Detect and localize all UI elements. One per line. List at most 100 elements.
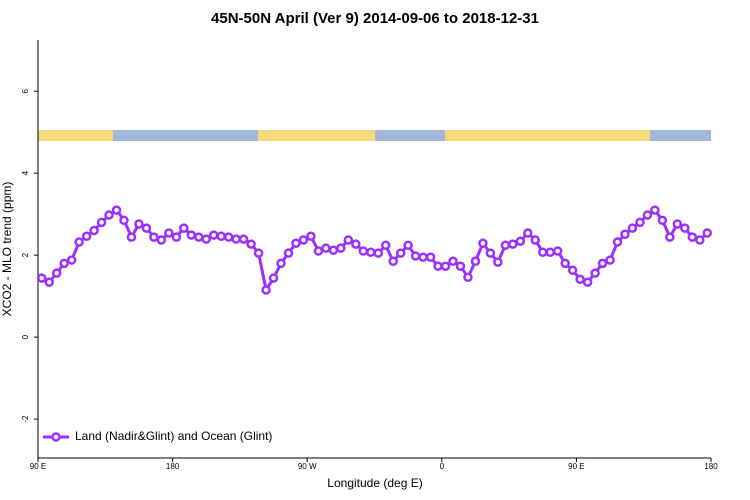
x-axis-label: Longitude (deg E) <box>327 476 422 490</box>
point <box>134 219 144 229</box>
point <box>582 277 593 287</box>
point <box>538 247 548 258</box>
point <box>515 236 526 246</box>
point <box>164 228 174 238</box>
point <box>89 225 99 236</box>
legend-label: Land (Nadir&Glint) and Ocean (Glint) <box>75 429 272 443</box>
x-tick-label: 180 <box>704 462 718 471</box>
point <box>463 272 473 283</box>
point <box>650 205 660 215</box>
point <box>695 235 705 245</box>
point <box>328 245 339 255</box>
point <box>96 217 107 228</box>
point <box>291 238 301 249</box>
point <box>351 239 361 249</box>
point <box>545 247 555 258</box>
point <box>567 265 578 276</box>
point <box>283 248 294 258</box>
chart-title: 45N-50N April (Ver 9) 2014-09-06 to 2018… <box>211 10 539 27</box>
point <box>74 237 84 247</box>
point <box>657 215 668 226</box>
point <box>81 231 92 242</box>
point <box>597 258 608 269</box>
point <box>403 240 413 251</box>
point <box>530 235 541 245</box>
point <box>313 246 324 256</box>
point <box>231 234 241 244</box>
y-tick-label: 0 <box>21 334 30 339</box>
point <box>687 232 698 242</box>
y-tick-label: 2 <box>21 252 30 257</box>
point <box>590 268 600 278</box>
point <box>448 256 458 267</box>
point <box>478 238 488 249</box>
point <box>702 228 713 238</box>
y-tick-label: 6 <box>21 88 30 93</box>
point <box>194 232 204 242</box>
point <box>126 232 137 242</box>
point <box>523 228 533 238</box>
y-axis-label: XCO2 - MLO trend (ppm) <box>0 182 14 317</box>
land-ocean-strip <box>38 130 711 141</box>
point <box>672 219 683 229</box>
point <box>433 261 443 271</box>
point <box>186 230 197 240</box>
point <box>171 232 182 242</box>
point <box>141 223 152 233</box>
point <box>336 243 346 253</box>
point <box>261 285 271 295</box>
point <box>358 246 369 256</box>
point <box>179 223 189 233</box>
point <box>298 235 309 245</box>
point <box>395 248 406 258</box>
point <box>455 261 466 271</box>
point <box>680 223 690 233</box>
point <box>66 255 77 265</box>
point <box>388 256 398 267</box>
point <box>36 273 47 283</box>
point <box>493 257 503 267</box>
point <box>253 248 264 258</box>
point <box>620 229 630 239</box>
point <box>380 240 391 251</box>
point <box>440 261 451 271</box>
point <box>208 230 219 240</box>
point <box>119 215 129 226</box>
point <box>268 273 279 283</box>
y-tick-label: 4 <box>21 170 30 175</box>
point <box>111 205 122 215</box>
point <box>306 231 316 242</box>
point <box>156 235 167 245</box>
point <box>635 217 645 228</box>
point <box>51 268 62 278</box>
point <box>508 239 518 249</box>
y-tick-label: -2 <box>21 415 30 423</box>
point <box>44 277 54 287</box>
point <box>485 248 496 258</box>
point <box>418 252 428 262</box>
x-tick-label: 90 E <box>568 462 584 471</box>
point <box>343 235 354 245</box>
x-tick-label: 90 E <box>30 462 46 471</box>
legend-marker <box>51 432 61 442</box>
point <box>500 240 511 251</box>
point <box>216 231 226 242</box>
point <box>59 258 69 269</box>
point <box>627 223 638 233</box>
point <box>470 256 481 267</box>
point <box>552 246 563 256</box>
point <box>276 258 286 269</box>
point <box>410 251 421 261</box>
x-tick-label: 0 <box>440 462 445 471</box>
point <box>149 232 159 242</box>
point <box>642 210 653 220</box>
point <box>238 234 249 244</box>
point <box>321 243 331 253</box>
point <box>223 232 234 242</box>
x-tick-label: 180 <box>166 462 180 471</box>
point <box>560 258 570 269</box>
point <box>366 247 376 258</box>
point <box>605 255 615 265</box>
x-tick-label: 90 W <box>298 462 317 471</box>
